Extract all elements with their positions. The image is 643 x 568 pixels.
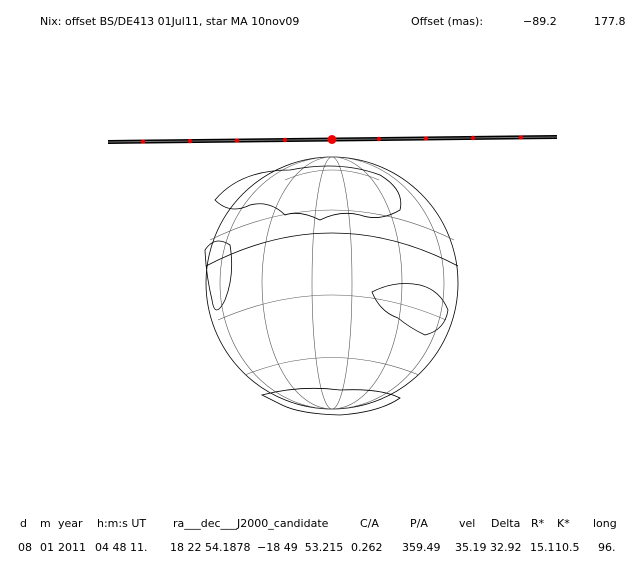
- column-header: year: [58, 517, 83, 530]
- column-header: h:m:s UT: [97, 517, 146, 530]
- offset-value: −89.2: [523, 15, 557, 28]
- table-cell: 2011: [58, 541, 86, 554]
- column-header: P/A: [410, 517, 428, 530]
- shadow-track: [107, 135, 558, 144]
- column-header: C/A: [360, 517, 379, 530]
- table-cell: 04 48 11.: [95, 541, 147, 554]
- table-cell: 18 22 54.1878: [170, 541, 250, 554]
- table-cell: −18 49 53.215: [257, 541, 343, 554]
- table-cell: 0.262: [351, 541, 383, 554]
- title: Nix: offset BS/DE413 01Jul11, star MA 10…: [40, 15, 299, 28]
- table-cell: 32.92: [490, 541, 522, 554]
- table-cell: 96.: [598, 541, 616, 554]
- table-cell: 01: [40, 541, 54, 554]
- offset-value: 177.8: [594, 15, 626, 28]
- table-cell: 35.19: [455, 541, 487, 554]
- column-header: K*: [557, 517, 570, 530]
- column-header: m: [40, 517, 51, 530]
- table-cell: 359.49: [402, 541, 441, 554]
- table-cell: 15.1: [530, 541, 555, 554]
- offset-label: Offset (mas):: [411, 15, 483, 28]
- column-header: Delta: [491, 517, 520, 530]
- column-header: long: [593, 517, 617, 530]
- table-cell: 10.5: [555, 541, 580, 554]
- column-header: vel: [459, 517, 475, 530]
- column-header: d: [20, 517, 27, 530]
- table-cell: 08: [18, 541, 32, 554]
- globe: [204, 156, 459, 416]
- column-header: ra___dec___J2000_candidate: [173, 517, 329, 530]
- column-header: R*: [531, 517, 545, 530]
